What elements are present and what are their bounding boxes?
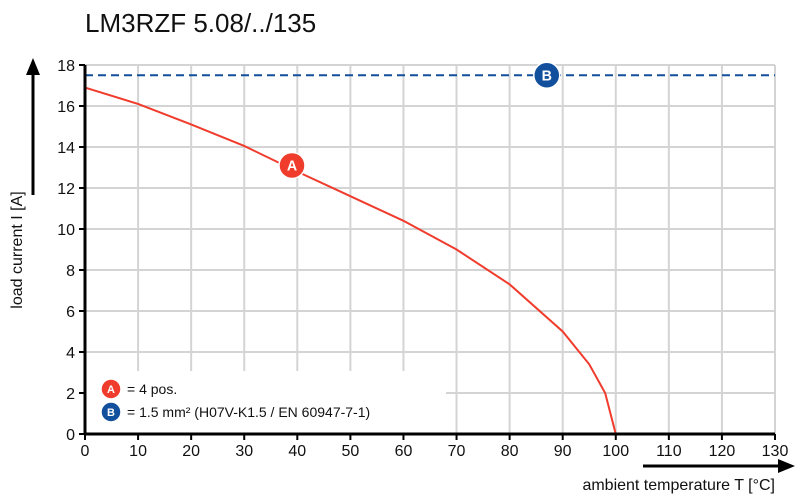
x-tick-label: 120 — [709, 443, 736, 460]
series-layer: AB — [84, 61, 775, 435]
x-tick-label: 0 — [81, 443, 90, 460]
legend-badge-B-letter: B — [107, 407, 115, 419]
x-tick-label: 70 — [448, 443, 466, 460]
legend-text-A: = 4 pos. — [127, 381, 177, 397]
y-tick-label: 8 — [66, 263, 75, 280]
y-tick-label: 16 — [57, 99, 75, 116]
x-axis-label: ambient temperature T [°C] — [582, 477, 775, 494]
y-tick-label: 12 — [57, 181, 75, 198]
x-tick-label: 90 — [554, 443, 572, 460]
x-tick-label: 100 — [602, 443, 629, 460]
x-tick-label: 110 — [656, 443, 682, 460]
legend-text-B: = 1.5 mm² (H07V-K1.5 / EN 60947-7-1) — [127, 404, 370, 420]
marker-B-letter: B — [542, 68, 552, 84]
legend-badge-B-circle — [100, 401, 122, 423]
marker-B-circle — [533, 61, 561, 89]
chart-title: LM3RZF 5.08/../135 — [85, 8, 316, 38]
x-tick-label: 130 — [762, 443, 789, 460]
x-tick-label: 50 — [341, 443, 359, 460]
marker-A-letter: A — [287, 159, 297, 175]
legend-badge-A-circle — [100, 378, 122, 400]
x-tick-label: 10 — [129, 443, 147, 460]
y-tick-label: 10 — [57, 222, 75, 239]
y-tick-label: 6 — [66, 304, 75, 321]
series-A-line — [84, 86, 617, 435]
x-tick-label: 40 — [288, 443, 306, 460]
x-tick-label: 60 — [395, 443, 413, 460]
x-arrow-head — [778, 459, 795, 473]
x-tick-label: 20 — [182, 443, 200, 460]
legend-badge-A-letter: A — [107, 384, 115, 396]
y-tick-label: 18 — [57, 58, 75, 75]
legend-box — [86, 371, 446, 433]
y-arrow-head — [26, 58, 40, 75]
y-tick-label: 4 — [66, 345, 75, 362]
y-tick-label: 14 — [57, 140, 75, 157]
marker-A-circle — [278, 151, 306, 180]
y-tick-label: 2 — [66, 386, 75, 403]
legend: A = 4 pos. B = 1.5 mm² (H07V-K1.5 / EN 6094… — [100, 378, 370, 423]
y-axis-label: load current I [A] — [9, 191, 26, 308]
y-tick-label: 0 — [66, 427, 75, 444]
x-tick-label: 30 — [235, 443, 253, 460]
x-tick-label: 80 — [501, 443, 519, 460]
axes: 0 10 20 30 40 50 60 70 80 90 100 110 120 130 0 2 4 6 8 10 12… — [26, 58, 795, 473]
